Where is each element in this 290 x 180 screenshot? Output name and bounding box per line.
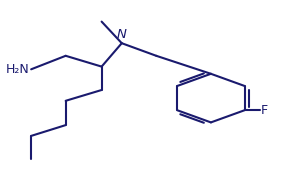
Text: H₂N: H₂N — [6, 63, 30, 76]
Text: F: F — [261, 104, 268, 117]
Text: N: N — [117, 28, 127, 41]
